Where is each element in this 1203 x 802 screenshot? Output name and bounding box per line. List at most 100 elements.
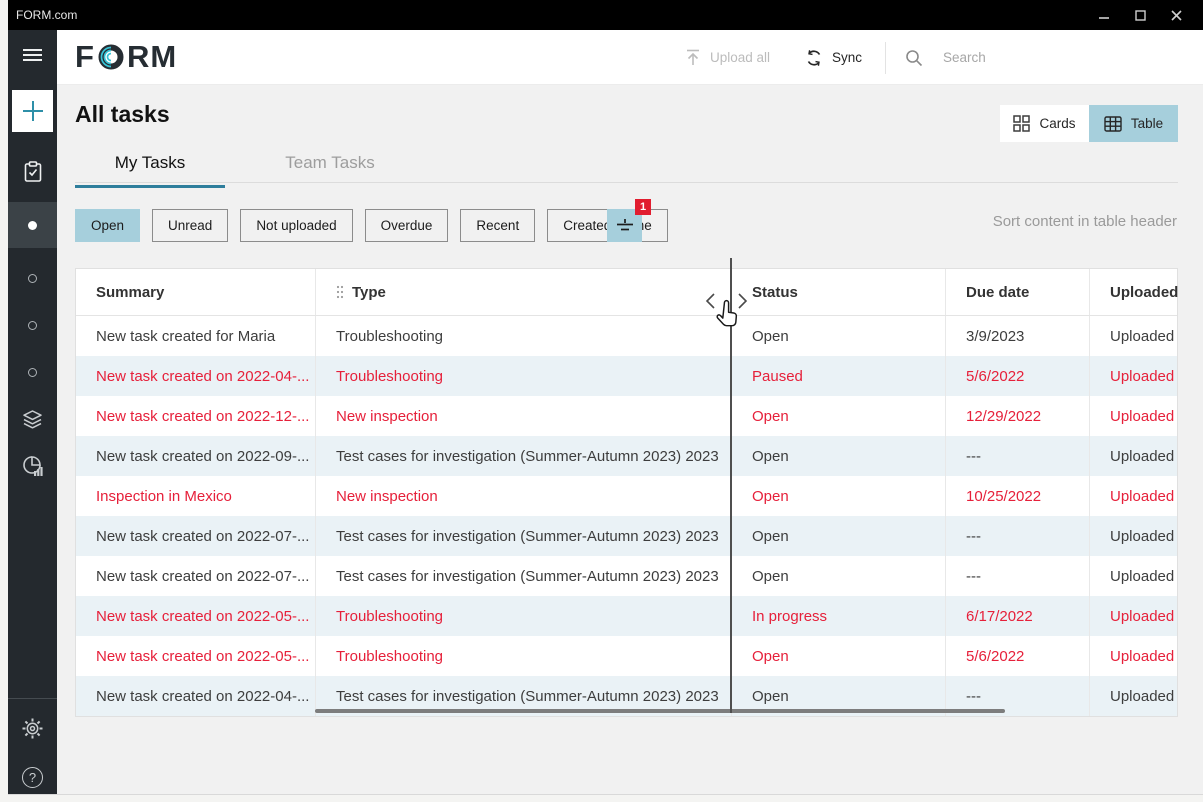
search-input[interactable] bbox=[943, 50, 1173, 65]
column-header-status[interactable]: Status bbox=[732, 269, 946, 315]
column-header-due-date[interactable]: Due date bbox=[946, 269, 1090, 315]
table-row[interactable]: New task created on 2022-07-...Test case… bbox=[76, 516, 1177, 556]
filter-button[interactable]: 1 bbox=[607, 209, 642, 242]
cards-label: Cards bbox=[1039, 116, 1075, 131]
sidebar-item-analytics[interactable] bbox=[8, 444, 57, 488]
minimize-button[interactable] bbox=[1093, 4, 1115, 26]
cell-status: Open bbox=[732, 396, 946, 436]
hand-cursor-icon bbox=[713, 299, 740, 336]
window-title: FORM.com bbox=[16, 8, 77, 22]
filter-count-badge: 1 bbox=[635, 199, 651, 215]
help-icon: ? bbox=[22, 767, 43, 788]
column-header-label: Summary bbox=[96, 284, 164, 301]
cell-summary: New task created on 2022-05-... bbox=[76, 596, 316, 636]
table-row[interactable]: New task created on 2022-09-...Test case… bbox=[76, 436, 1177, 476]
cell-uploaded: Uploaded bbox=[1090, 556, 1177, 596]
cell-summary: New task created on 2022-07-... bbox=[76, 516, 316, 556]
cards-view-button[interactable]: Cards bbox=[1000, 105, 1089, 142]
search-bar bbox=[905, 30, 1173, 85]
sidebar-item-layers[interactable] bbox=[8, 398, 57, 442]
cell-type: Troubleshooting bbox=[316, 596, 732, 636]
sidebar-item-list-1[interactable] bbox=[8, 256, 57, 300]
form-logo: F RM bbox=[75, 42, 177, 72]
cards-icon bbox=[1013, 115, 1030, 132]
column-header-uploaded[interactable]: Uploaded bbox=[1090, 269, 1177, 315]
sync-icon bbox=[805, 49, 823, 67]
sync-button[interactable]: Sync bbox=[805, 30, 862, 85]
filter-chip-open[interactable]: Open bbox=[75, 209, 140, 242]
column-header-label: Uploaded bbox=[1110, 284, 1178, 301]
table-row[interactable]: New task created on 2022-05-...Troublesh… bbox=[76, 636, 1177, 676]
cell-uploaded: Uploaded bbox=[1090, 316, 1177, 356]
cell-uploaded: Uploaded bbox=[1090, 636, 1177, 676]
sidebar-item-settings[interactable] bbox=[8, 706, 57, 750]
cell-due-date: 5/6/2022 bbox=[946, 636, 1090, 676]
sidebar-divider bbox=[8, 698, 57, 699]
table-icon bbox=[1104, 116, 1122, 132]
filter-chip-overdue[interactable]: Overdue bbox=[365, 209, 449, 242]
cell-status: Open bbox=[732, 476, 946, 516]
cell-type: Test cases for investigation (Summer-Aut… bbox=[316, 556, 732, 596]
column-header-label: Status bbox=[752, 284, 798, 301]
app-window: FORM.com bbox=[0, 0, 1203, 802]
cell-uploaded: Uploaded bbox=[1090, 476, 1177, 516]
table-row[interactable]: New task created on 2022-12-...New inspe… bbox=[76, 396, 1177, 436]
column-drag-handle-icon[interactable] bbox=[336, 285, 344, 299]
pie-chart-icon bbox=[22, 455, 44, 477]
table-row[interactable]: New task created on 2022-07-...Test case… bbox=[76, 556, 1177, 596]
column-header-type[interactable]: Type bbox=[316, 269, 732, 315]
plus-icon bbox=[22, 100, 44, 122]
sidebar-item-help[interactable]: ? bbox=[8, 755, 57, 799]
cell-status: Paused bbox=[732, 356, 946, 396]
cell-type: New inspection bbox=[316, 476, 732, 516]
horizontal-scrollbar-thumb[interactable] bbox=[315, 709, 1005, 713]
create-new-button[interactable] bbox=[12, 90, 53, 132]
table-body: New task created for Maria Troubleshootin… bbox=[76, 316, 1177, 716]
filter-chip-not-uploaded[interactable]: Not uploaded bbox=[240, 209, 352, 242]
cell-due-date: 10/25/2022 bbox=[946, 476, 1090, 516]
table-view-button[interactable]: Table bbox=[1089, 105, 1178, 142]
cell-summary: New task created on 2022-04-... bbox=[76, 356, 316, 396]
filter-chip-recent[interactable]: Recent bbox=[460, 209, 535, 242]
column-header-label: Due date bbox=[966, 284, 1029, 301]
cell-summary: New task created on 2022-04-... bbox=[76, 676, 316, 716]
sidebar-item-current-task-list[interactable] bbox=[8, 202, 57, 248]
table-row[interactable]: New task created on 2022-04-...Troublesh… bbox=[76, 356, 1177, 396]
table-row[interactable]: New task created on 2022-05-...Troublesh… bbox=[76, 596, 1177, 636]
gear-icon bbox=[22, 718, 43, 739]
table-row[interactable]: New task created for MariaTroubleshootin… bbox=[76, 316, 1177, 356]
hollow-dot-icon bbox=[28, 274, 37, 283]
upload-all-button[interactable]: Upload all bbox=[685, 30, 770, 85]
cell-type: New inspection bbox=[316, 396, 732, 436]
cell-summary: New task created for Maria bbox=[76, 316, 316, 356]
maximize-button[interactable] bbox=[1129, 4, 1151, 26]
filter-icon bbox=[616, 219, 634, 233]
tabs-divider bbox=[75, 182, 1178, 183]
cell-summary: New task created on 2022-05-... bbox=[76, 636, 316, 676]
cell-summary: New task created on 2022-07-... bbox=[76, 556, 316, 596]
filter-chip-unread[interactable]: Unread bbox=[152, 209, 228, 242]
sidebar-item-list-3[interactable] bbox=[8, 350, 57, 394]
logo-o-icon bbox=[97, 43, 125, 71]
cell-due-date: 6/17/2022 bbox=[946, 596, 1090, 636]
upload-all-label: Upload all bbox=[710, 50, 770, 65]
sidebar-item-list-2[interactable] bbox=[8, 303, 57, 347]
cell-due-date: --- bbox=[946, 436, 1090, 476]
hamburger-icon bbox=[23, 48, 42, 62]
filled-dot-icon bbox=[28, 221, 37, 230]
menu-button[interactable] bbox=[8, 36, 57, 74]
cell-summary: New task created on 2022-09-... bbox=[76, 436, 316, 476]
cell-status: Open bbox=[732, 516, 946, 556]
cell-status: Open bbox=[732, 436, 946, 476]
header-divider bbox=[885, 42, 886, 74]
close-button[interactable] bbox=[1165, 4, 1187, 26]
cell-due-date: --- bbox=[946, 516, 1090, 556]
cell-uploaded: Uploaded bbox=[1090, 676, 1177, 716]
sidebar-item-tasks[interactable] bbox=[8, 150, 57, 194]
table-row[interactable]: Inspection in MexicoNew inspectionOpen10… bbox=[76, 476, 1177, 516]
cell-uploaded: Uploaded bbox=[1090, 436, 1177, 476]
window-controls bbox=[1093, 0, 1195, 30]
filter-chips: OpenUnreadNot uploadedOverdueRecentCreat… bbox=[75, 209, 668, 242]
cell-uploaded: Uploaded bbox=[1090, 596, 1177, 636]
column-header-summary[interactable]: Summary bbox=[76, 269, 316, 315]
